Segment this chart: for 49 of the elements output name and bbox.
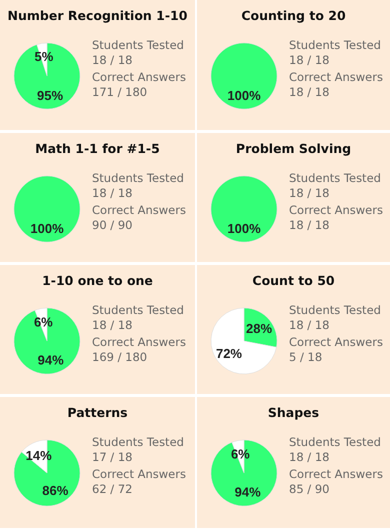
chart-title: Count to 50 bbox=[251, 273, 336, 288]
text: Students Tested bbox=[289, 435, 382, 450]
text: 18 / 18 bbox=[92, 318, 134, 332]
data-label: 95% bbox=[37, 88, 64, 103]
text: Correct Answers bbox=[92, 335, 186, 350]
chart-title: Problem Solving bbox=[234, 141, 352, 156]
chart-title: Math 1-1 for #1-5 bbox=[34, 141, 161, 156]
text: Students Tested bbox=[92, 303, 185, 318]
data-label: 94% bbox=[38, 352, 64, 368]
text: Correct Answers bbox=[289, 203, 383, 218]
data-label: 100% bbox=[227, 88, 262, 103]
text: 169 / 180 bbox=[92, 350, 148, 364]
text: 18 / 18 bbox=[289, 318, 330, 332]
text: Correct Answers bbox=[92, 70, 186, 84]
text: 85 / 90 bbox=[289, 482, 330, 496]
chart-title: Counting to 20 bbox=[240, 8, 347, 23]
text: 18 / 18 bbox=[289, 186, 330, 200]
text: 18 / 18 bbox=[289, 84, 330, 99]
chart-title: 1-10 one to one bbox=[41, 273, 154, 288]
chart-title: Patterns bbox=[66, 405, 129, 420]
text: 18 / 18 bbox=[92, 186, 134, 200]
text: Correct Answers bbox=[92, 467, 186, 482]
text: 171 / 180 bbox=[92, 84, 148, 99]
text: 18 / 18 bbox=[289, 450, 330, 464]
text: Correct Answers bbox=[289, 70, 383, 84]
text: 17 / 18 bbox=[92, 450, 134, 464]
text: 18 / 18 bbox=[289, 52, 330, 67]
text: 90 / 90 bbox=[92, 218, 134, 232]
text: 5 / 18 bbox=[289, 350, 324, 364]
data-label: 94% bbox=[234, 484, 262, 500]
text: Students Tested bbox=[289, 303, 382, 318]
text: Correct Answers bbox=[289, 335, 383, 350]
data-label: 86% bbox=[42, 483, 69, 498]
data-label: 100% bbox=[30, 221, 64, 236]
text: Correct Answers bbox=[289, 467, 383, 482]
text: Students Tested bbox=[92, 435, 185, 450]
chart-title: Number Recognition 1-10 bbox=[6, 8, 188, 23]
text: Students Tested bbox=[289, 38, 382, 52]
text: Students Tested bbox=[92, 38, 185, 52]
data-label: 100% bbox=[227, 221, 262, 236]
text: Students Tested bbox=[92, 171, 185, 186]
text: Students Tested bbox=[289, 171, 382, 186]
text: Correct Answers bbox=[92, 203, 186, 218]
text: 18 / 18 bbox=[289, 218, 330, 232]
text: 18 / 18 bbox=[92, 52, 134, 67]
data-label: 72% bbox=[216, 346, 242, 361]
chart-title: Shapes bbox=[266, 405, 320, 420]
text: 62 / 72 bbox=[92, 482, 134, 496]
data-label: 28% bbox=[246, 321, 272, 336]
